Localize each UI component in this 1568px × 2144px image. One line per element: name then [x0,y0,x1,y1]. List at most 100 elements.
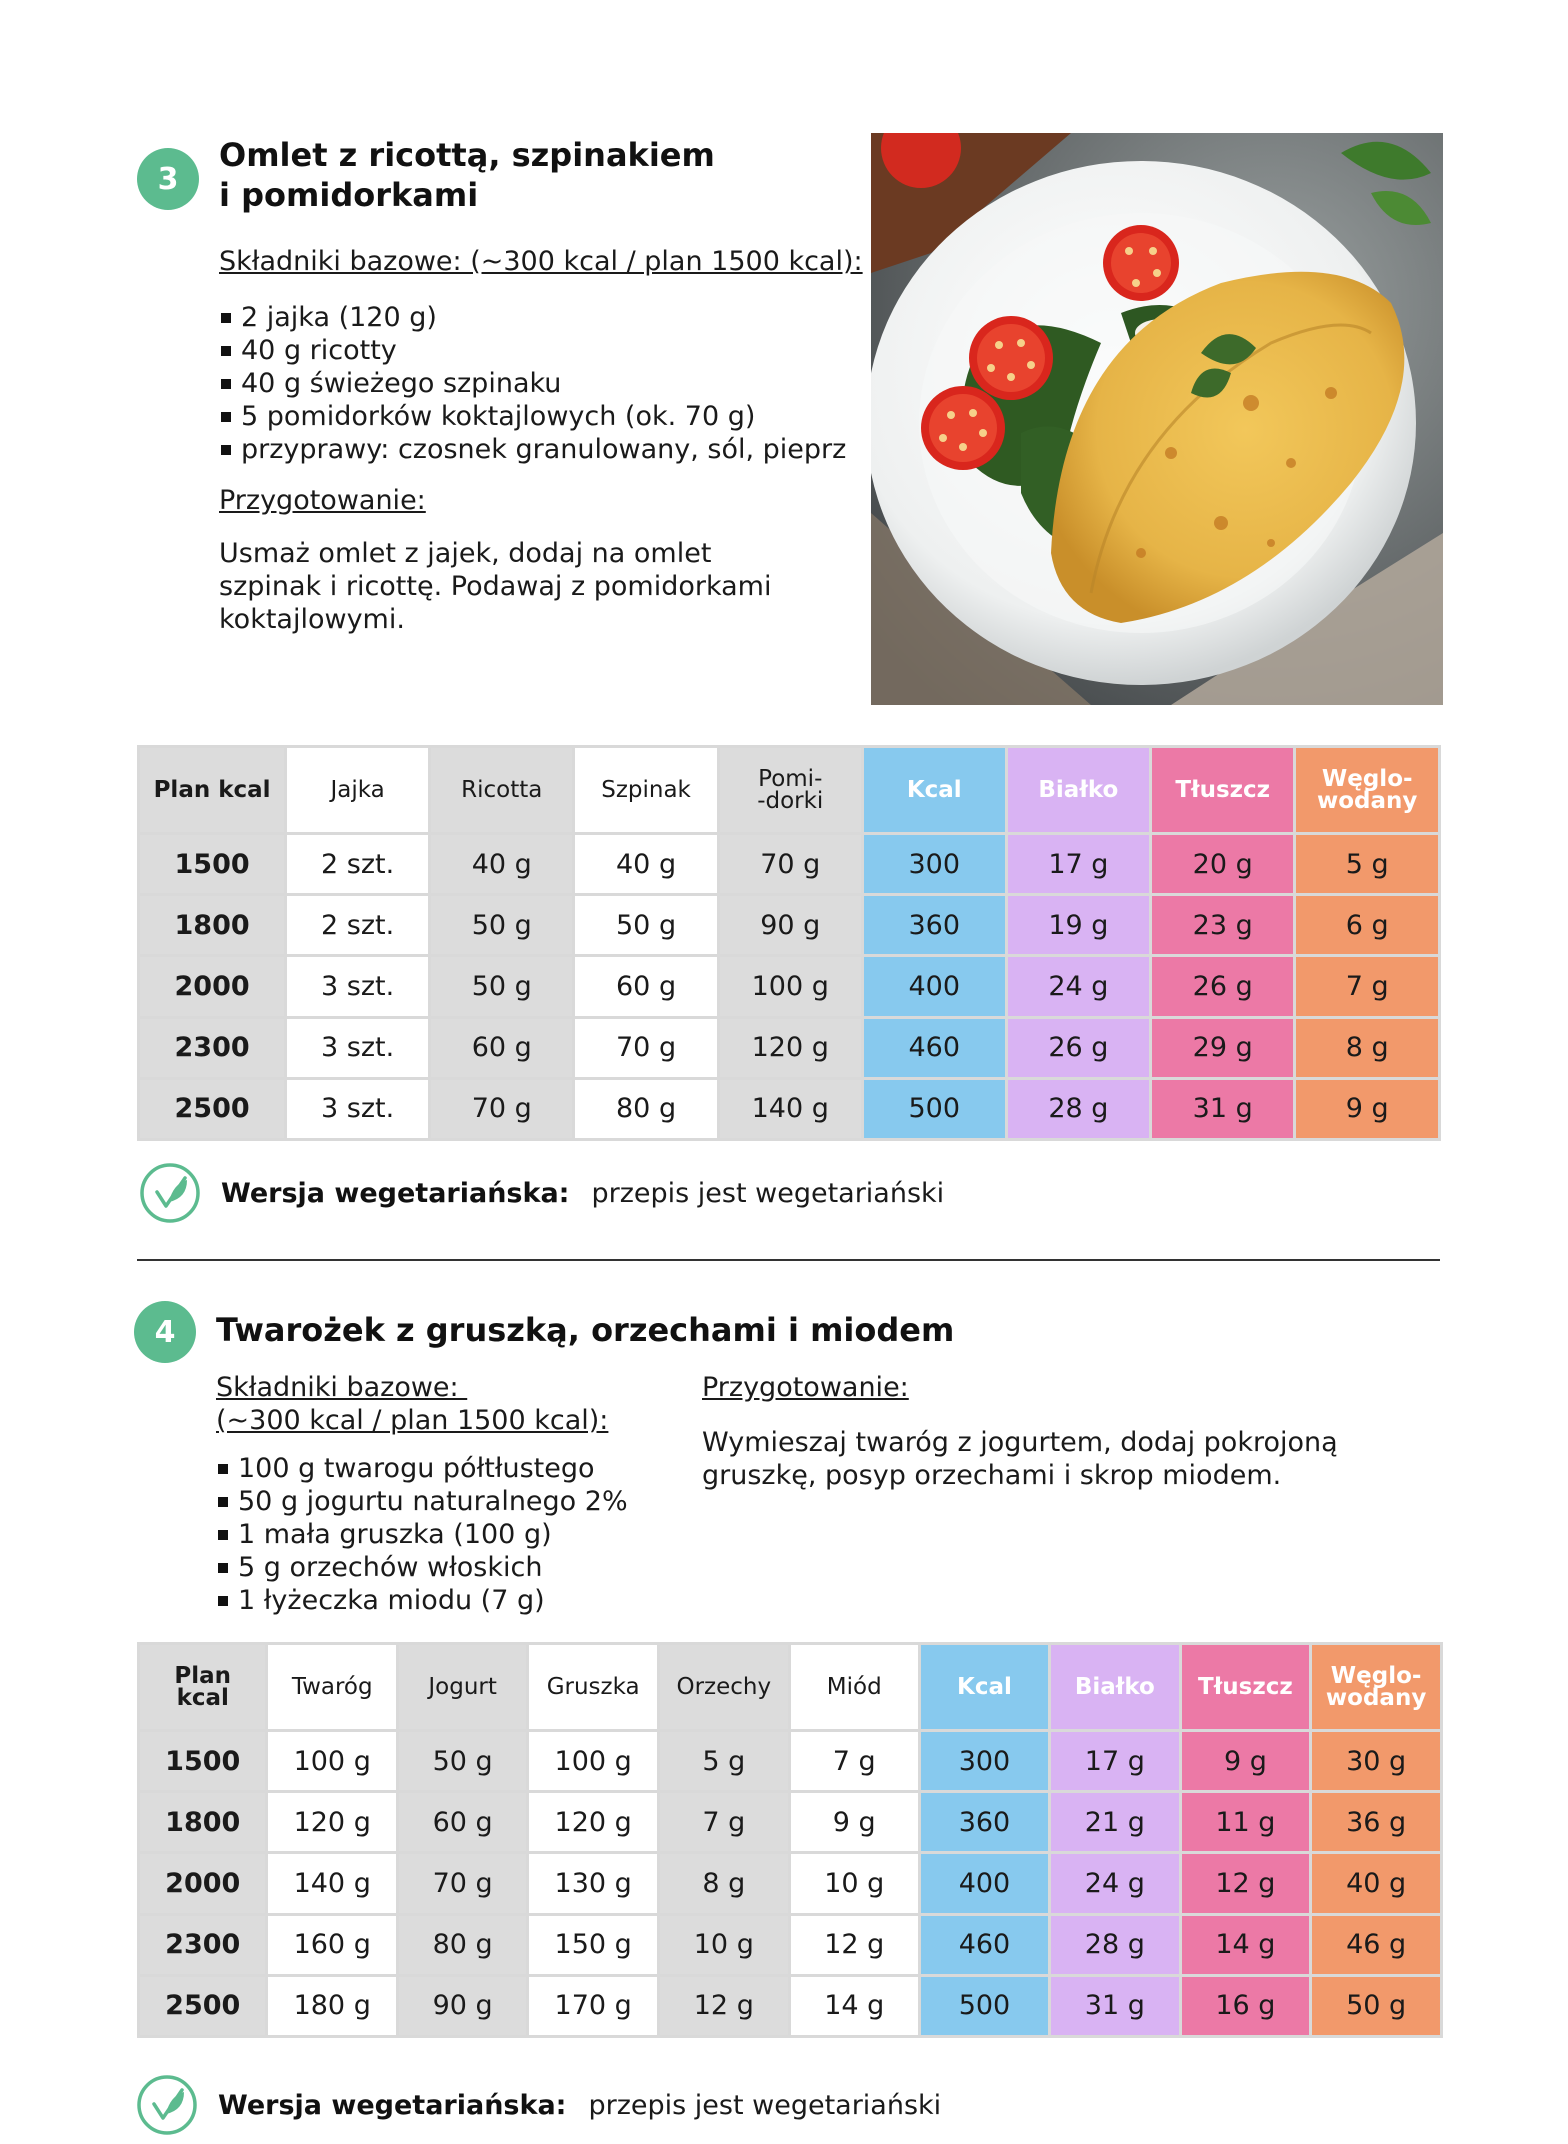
ingredient-text: 40 g ricotty [241,335,397,366]
weglowodany-cell: 5 g [1296,835,1438,894]
table-cell: 70 g [575,1018,717,1077]
square-bullet-icon [218,1562,228,1573]
table-cell: 180 g [268,1976,396,2035]
header-gruszka: Gruszka [529,1645,657,1729]
plan-kcal-cell: 2300 [140,1915,266,1974]
plan-kcal-cell: 2000 [140,957,285,1016]
weglowodany-cell: 8 g [1296,1018,1438,1077]
list-item: 50 g jogurtu naturalnego 2% [218,1485,628,1518]
weglowodany-cell: 40 g [1312,1854,1440,1913]
table-cell: 40 g [431,835,573,894]
table-cell: 170 g [529,1976,657,2035]
square-bullet-icon [221,411,231,422]
recipe-4-ingredients-list: 100 g twarogu półtłustego 50 g jogurtu n… [218,1452,628,1617]
kcal-cell: 300 [863,835,1005,894]
list-item: przyprawy: czosnek granulowany, sól, pie… [221,433,846,466]
weglowodany-cell: 36 g [1312,1793,1440,1852]
list-item: 2 jajka (120 g) [221,301,846,334]
header-szpinak: Szpinak [575,748,717,832]
table-cell: 5 g [659,1732,788,1791]
table-cell: 100 g [719,957,861,1016]
prep-line: gruszkę, posyp orzechami i skrop miodem. [702,1460,1282,1491]
header-orzechy: Orzechy [659,1645,788,1729]
table-cell: 120 g [529,1793,657,1852]
table-cell: 12 g [659,1976,788,2035]
table-cell: 10 g [790,1854,918,1913]
bialko-cell: 19 g [1007,896,1149,955]
tluszcz-cell: 26 g [1152,957,1294,1016]
header-plan-kcal: Plan kcal [140,1645,266,1729]
weglowodany-cell: 30 g [1312,1732,1440,1791]
table-cell: 60 g [575,957,717,1016]
prep-line: szpinak i ricottę. Podawaj z pomidorkami [219,571,772,602]
table-cell: 140 g [719,1079,861,1138]
plan-kcal-cell: 2300 [140,1018,285,1077]
table-cell: 120 g [268,1793,396,1852]
weglowodany-cell: 7 g [1296,957,1438,1016]
plan-kcal-cell: 1500 [140,835,285,894]
bialko-cell: 24 g [1051,1854,1179,1913]
recipe-3-vegetarian-note: Wersja wegetariańska: przepis jest weget… [139,1161,944,1225]
table-cell: 80 g [398,1915,527,1974]
recipe-4-prep-text: Wymieszaj twaróg z jogurtem, dodaj pokro… [702,1426,1338,1492]
table-cell: 70 g [719,835,861,894]
ingredient-text: 5 pomidorków koktajlowych (ok. 70 g) [241,401,756,432]
table-header-row: Plan kcal Twaróg Jogurt Gruszka Orzechy … [140,1645,1440,1729]
table-cell: 9 g [790,1793,918,1852]
bialko-cell: 26 g [1007,1018,1149,1077]
header-tluszcz: Tłuszcz [1152,748,1294,832]
header-tluszcz: Tłuszcz [1181,1645,1310,1729]
header-bialko: Białko [1051,1645,1179,1729]
plan-kcal-cell: 2500 [140,1079,285,1138]
recipe-3-title-line-2: i pomidorkami [219,176,479,214]
tluszcz-cell: 12 g [1181,1854,1310,1913]
tluszcz-cell: 31 g [1152,1079,1294,1138]
table-cell: 100 g [529,1732,657,1791]
kcal-cell: 400 [863,957,1005,1016]
recipe-3-ingredients-list: 2 jajka (120 g) 40 g ricotty 40 g świeże… [221,301,846,466]
square-bullet-icon [221,312,231,323]
ingredients-label-line: (~300 kcal / plan 1500 kcal): [216,1405,609,1436]
table-row: 2000 140 g 70 g 130 g 8 g 10 g 400 24 g … [140,1854,1440,1913]
table-cell: 12 g [790,1915,918,1974]
plan-kcal-cell: 2000 [140,1854,266,1913]
header-jogurt: Jogurt [398,1645,527,1729]
leaf-check-icon [137,2075,197,2135]
vegetarian-label: Wersja wegetariańska: [221,1177,570,1209]
square-bullet-icon [218,1496,228,1507]
kcal-cell: 360 [920,1793,1049,1852]
plan-kcal-cell: 2500 [140,1976,266,2035]
recipe-4-vegetarian-note: Wersja wegetariańska: przepis jest weget… [136,2073,941,2137]
list-item: 40 g ricotty [221,334,846,367]
ingredient-text: 40 g świeżego szpinaku [241,368,562,399]
ingredient-text: 1 łyżeczka miodu (7 g) [238,1585,545,1616]
table-cell: 90 g [398,1976,527,2035]
table-header-row: Plan kcal Jajka Ricotta Szpinak Pomi- -d… [140,748,1438,832]
table-cell: 50 g [431,957,573,1016]
table-row: 2500 180 g 90 g 170 g 12 g 14 g 500 31 g… [140,1976,1440,2035]
header-jajka: Jajka [287,748,429,832]
header-twarog: Twaróg [268,1645,396,1729]
square-bullet-icon [221,378,231,389]
kcal-cell: 360 [863,896,1005,955]
square-bullet-icon [218,1463,228,1474]
weglowodany-cell: 46 g [1312,1915,1440,1974]
ingredient-text: 5 g orzechów włoskich [238,1552,543,1583]
list-item: 1 łyżeczka miodu (7 g) [218,1584,628,1617]
table-cell: 70 g [398,1854,527,1913]
table-cell: 150 g [529,1915,657,1974]
table-row: 1500 2 szt. 40 g 40 g 70 g 300 17 g 20 g… [140,835,1438,894]
recipe-3-prep-label: Przygotowanie: [219,485,426,516]
bialko-cell: 31 g [1051,1976,1179,2035]
table-cell: 160 g [268,1915,396,1974]
bialko-cell: 17 g [1051,1732,1179,1791]
table-row: 1800 120 g 60 g 120 g 7 g 9 g 360 21 g 1… [140,1793,1440,1852]
plan-kcal-cell: 1500 [140,1732,266,1791]
table-row: 1500 100 g 50 g 100 g 5 g 7 g 300 17 g 9… [140,1732,1440,1791]
tluszcz-cell: 20 g [1152,835,1294,894]
header-plan-kcal: Plan kcal [140,748,285,832]
header-kcal: Kcal [920,1645,1049,1729]
leaf-check-icon [140,1163,200,1223]
table-cell: 7 g [790,1732,918,1791]
kcal-cell: 460 [863,1018,1005,1077]
